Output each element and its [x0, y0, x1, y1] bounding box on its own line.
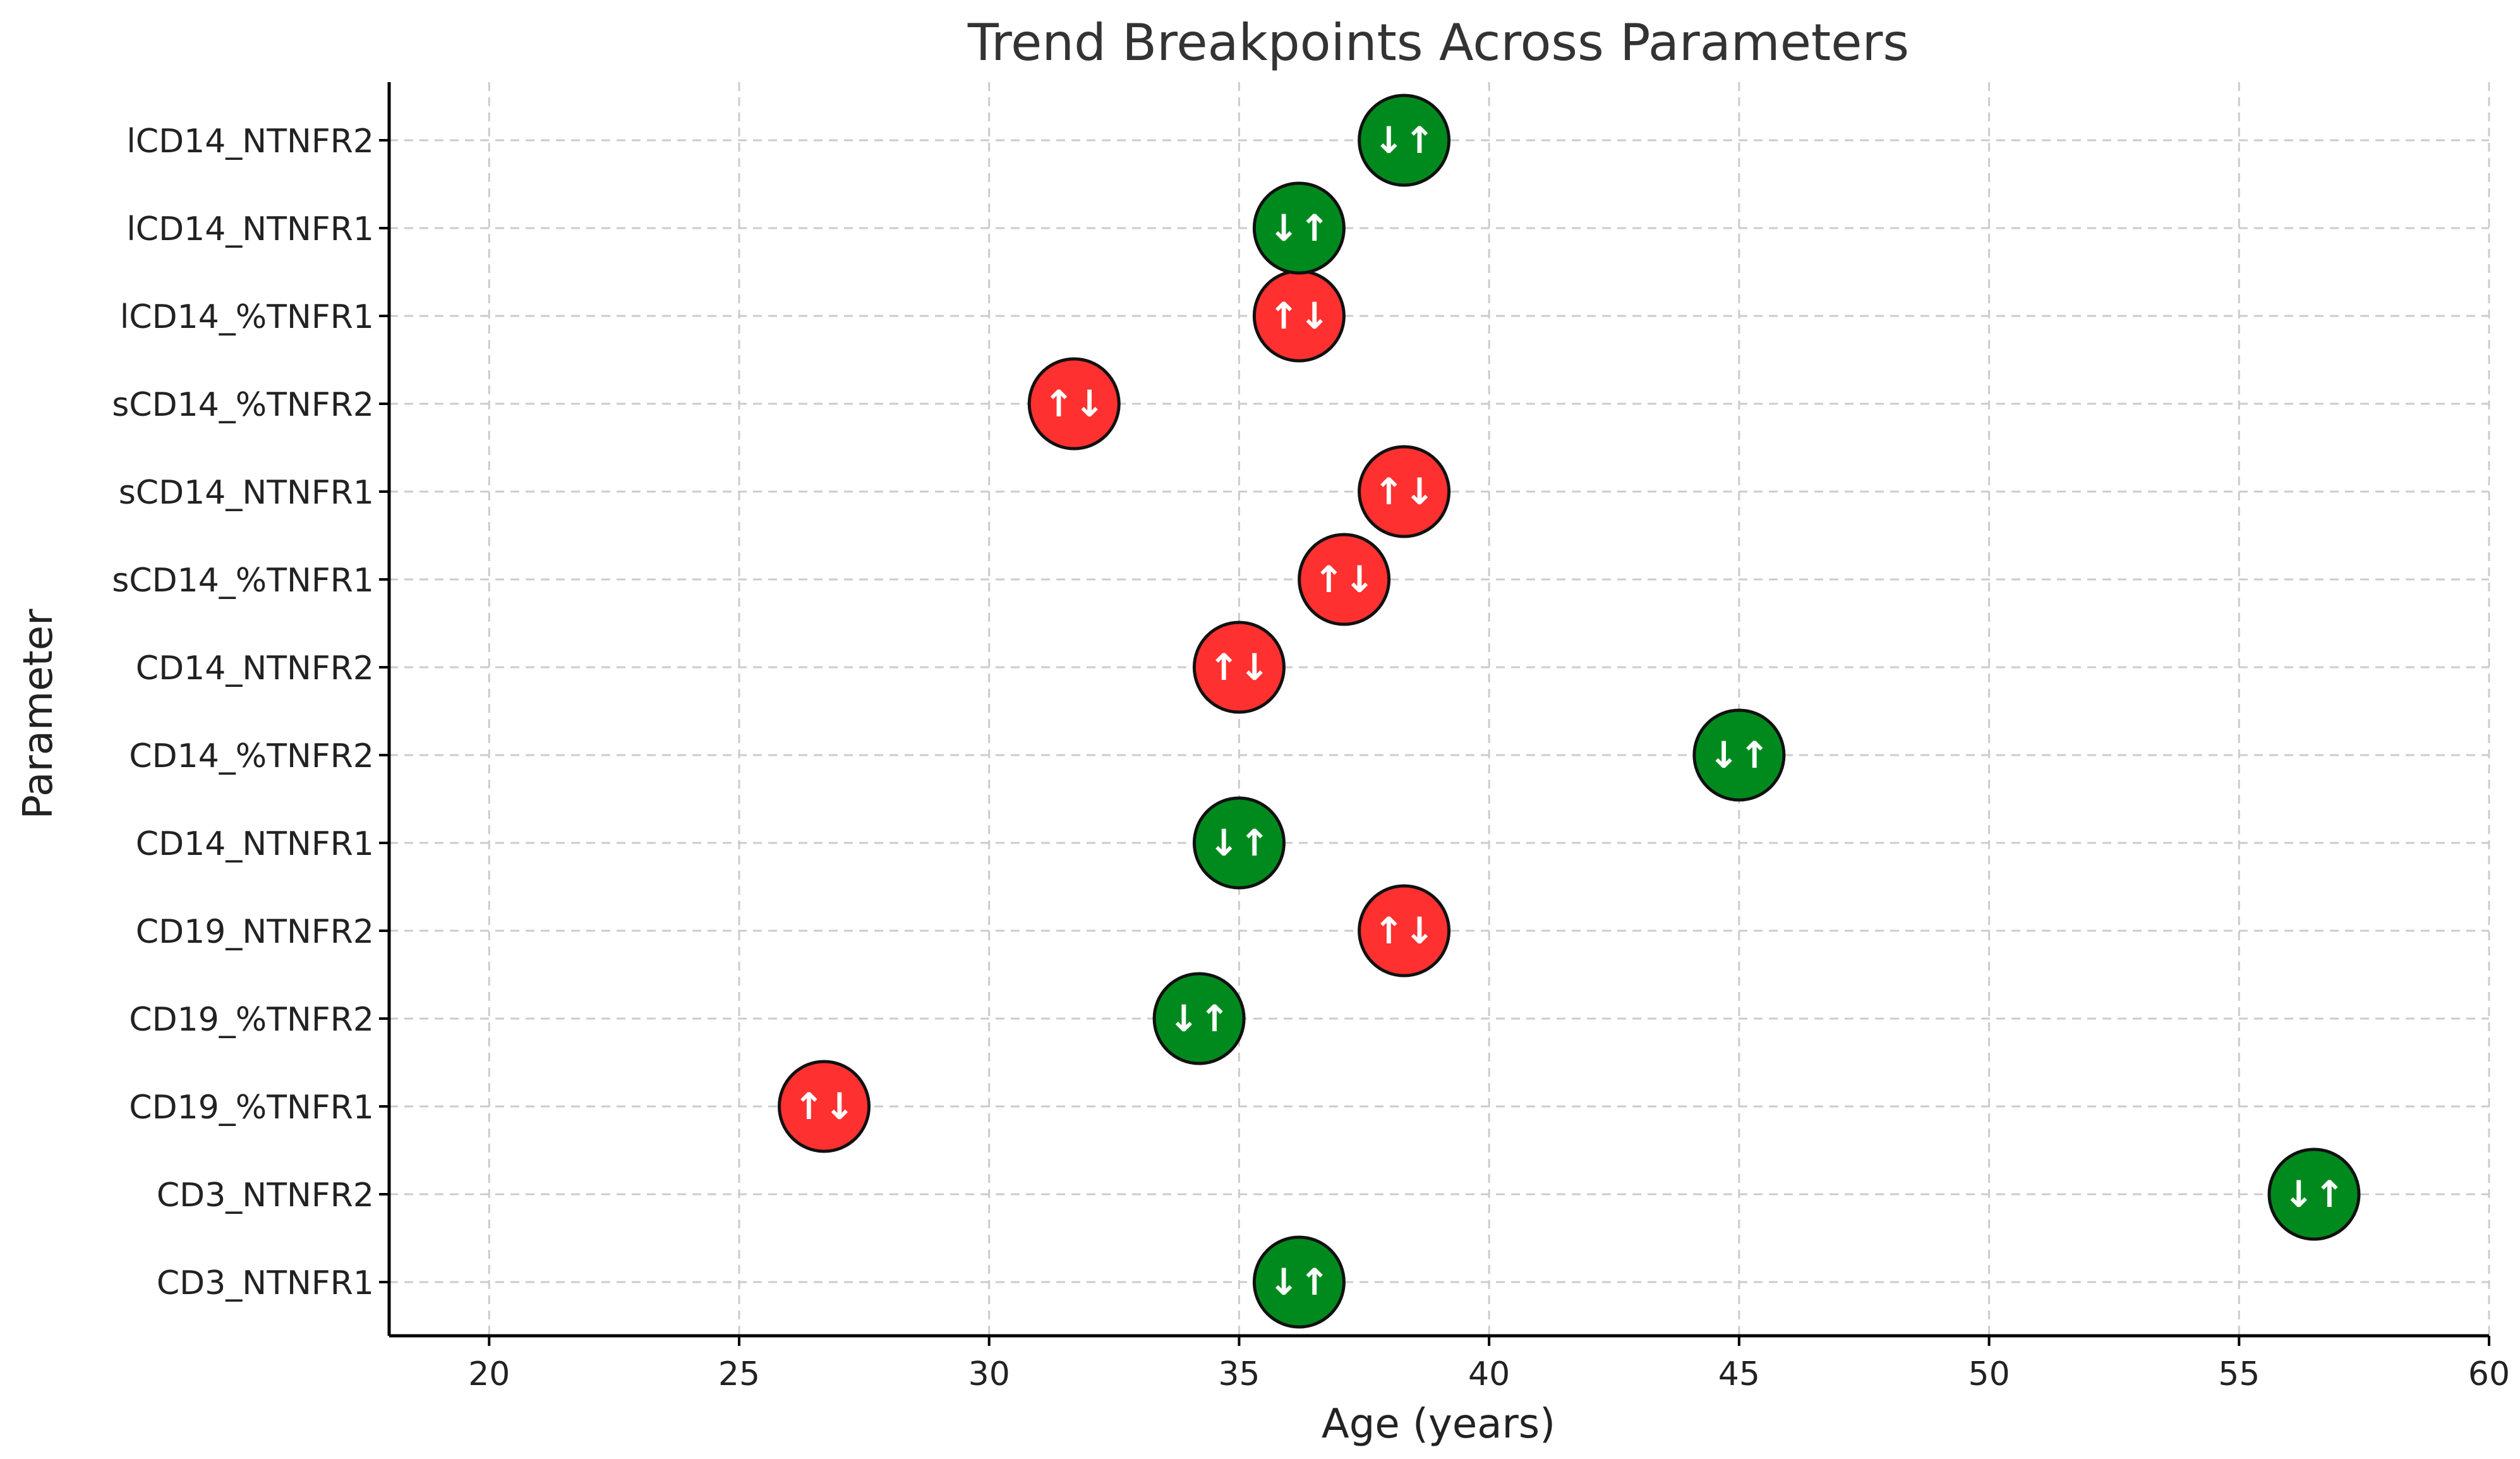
breakpoint-marker: ↓↑ [1692, 708, 1786, 802]
chart-title: Trend Breakpoints Across Parameters [967, 13, 1909, 72]
breakpoint-marker: ↑↓ [1298, 533, 1391, 626]
breakpoint-marker: ↓↑ [1192, 796, 1286, 890]
trend-symbol: ↓↑ [2283, 1173, 2344, 1216]
breakpoint-marker: ↑↓ [1358, 884, 1451, 978]
y-axis-label: Parameter [15, 608, 62, 820]
breakpoint-point [1298, 533, 1391, 626]
y-tick-label: lCD14_%TNFR1 [120, 298, 374, 336]
breakpoint-point [1692, 708, 1786, 802]
y-tick-label: CD3_NTNFR1 [157, 1264, 374, 1302]
trend-symbol: ↑↓ [1044, 382, 1105, 425]
grid-lines [389, 82, 2490, 1336]
data-markers: ↓↑ ↓↑ ↑↓ ↓↑ ↑↓ ↓↑ ↓↑ ↑↓ ↑↓ ↑↓ ↑↓ ↑↓ ↓↑ ↓↑ [778, 94, 2361, 1329]
trend-symbol: ↑↓ [1373, 909, 1435, 952]
breakpoint-point [1358, 884, 1451, 978]
trend-symbol: ↓↑ [1269, 207, 1330, 250]
y-tick-label: CD14_%TNFR2 [129, 737, 374, 775]
trend-symbol: ↓↑ [1708, 734, 1769, 777]
trend-symbol: ↓↑ [1169, 997, 1230, 1040]
x-tick-label: 30 [968, 1355, 1010, 1393]
x-tick-label: 20 [468, 1355, 510, 1393]
breakpoint-point [1358, 94, 1451, 187]
y-tick-label: lCD14_NTNFR1 [126, 210, 374, 248]
trend-symbol: ↑↓ [1269, 294, 1330, 337]
x-axis-label: Age (years) [1322, 1401, 1555, 1448]
breakpoint-point [1152, 972, 1246, 1065]
trend-symbol: ↓↑ [1373, 119, 1435, 162]
breakpoint-marker: ↑↓ [1192, 621, 1286, 714]
x-tick-label: 25 [718, 1355, 760, 1393]
breakpoint-marker: ↑↓ [1252, 269, 1346, 363]
y-tick-label: sCD14_%TNFR1 [112, 562, 374, 600]
y-tick-label: CD19_%TNFR1 [129, 1089, 374, 1127]
breakpoint-point [778, 1060, 871, 1153]
breakpoint-marker: ↑↓ [1358, 445, 1451, 538]
breakpoint-marker: ↓↑ [2267, 1147, 2361, 1241]
y-tick-label: sCD14_%TNFR2 [112, 386, 374, 424]
breakpoint-marker: ↓↑ [1252, 181, 1346, 275]
breakpoint-point [1027, 357, 1121, 451]
x-tick-label: 45 [1718, 1355, 1760, 1393]
x-tick-label: 35 [1218, 1355, 1260, 1393]
breakpoint-point [1192, 621, 1286, 714]
trend-symbol: ↓↑ [1269, 1261, 1330, 1304]
trend-symbol: ↓↑ [1209, 821, 1270, 864]
breakpoint-marker: ↓↑ [1252, 1235, 1346, 1329]
x-tick-label: 40 [1468, 1355, 1510, 1393]
x-tick-label: 60 [2468, 1355, 2510, 1393]
breakpoint-point [1358, 445, 1451, 538]
y-tick-label: CD14_NTNFR1 [136, 825, 374, 863]
trend-symbol: ↑↓ [1209, 646, 1270, 689]
y-tick-label: CD19_NTNFR2 [136, 913, 374, 951]
breakpoint-point [2267, 1147, 2361, 1241]
breakpoint-point [1252, 181, 1346, 275]
breakpoint-marker: ↑↓ [778, 1060, 871, 1153]
breakpoint-marker: ↑↓ [1027, 357, 1121, 451]
breakpoint-point [1192, 796, 1286, 890]
y-tick-label: CD3_NTNFR2 [157, 1177, 374, 1214]
breakpoint-point [1252, 1235, 1346, 1329]
breakpoint-marker: ↓↑ [1358, 94, 1451, 187]
trend-symbol: ↑↓ [793, 1085, 855, 1128]
breakpoint-marker: ↓↑ [1152, 972, 1246, 1065]
trend-symbol: ↑↓ [1313, 558, 1375, 601]
x-tick-label: 55 [2218, 1355, 2260, 1393]
y-tick-label: lCD14_NTNFR2 [126, 123, 374, 160]
trend-symbol: ↑↓ [1373, 470, 1435, 513]
y-tick-label: sCD14_NTNFR1 [119, 474, 374, 512]
y-axis-ticks: CD3_NTNFR1 CD3_NTNFR2 CD19_%TNFR1 CD19_%TNF… [112, 123, 389, 1302]
x-tick-label: 50 [1968, 1355, 2010, 1393]
x-axis-ticks: 20 25 30 35 40 45 50 55 60 [468, 1336, 2510, 1393]
y-tick-label: CD14_NTNFR2 [136, 650, 374, 687]
y-tick-label: CD19_%TNFR2 [129, 1001, 374, 1039]
